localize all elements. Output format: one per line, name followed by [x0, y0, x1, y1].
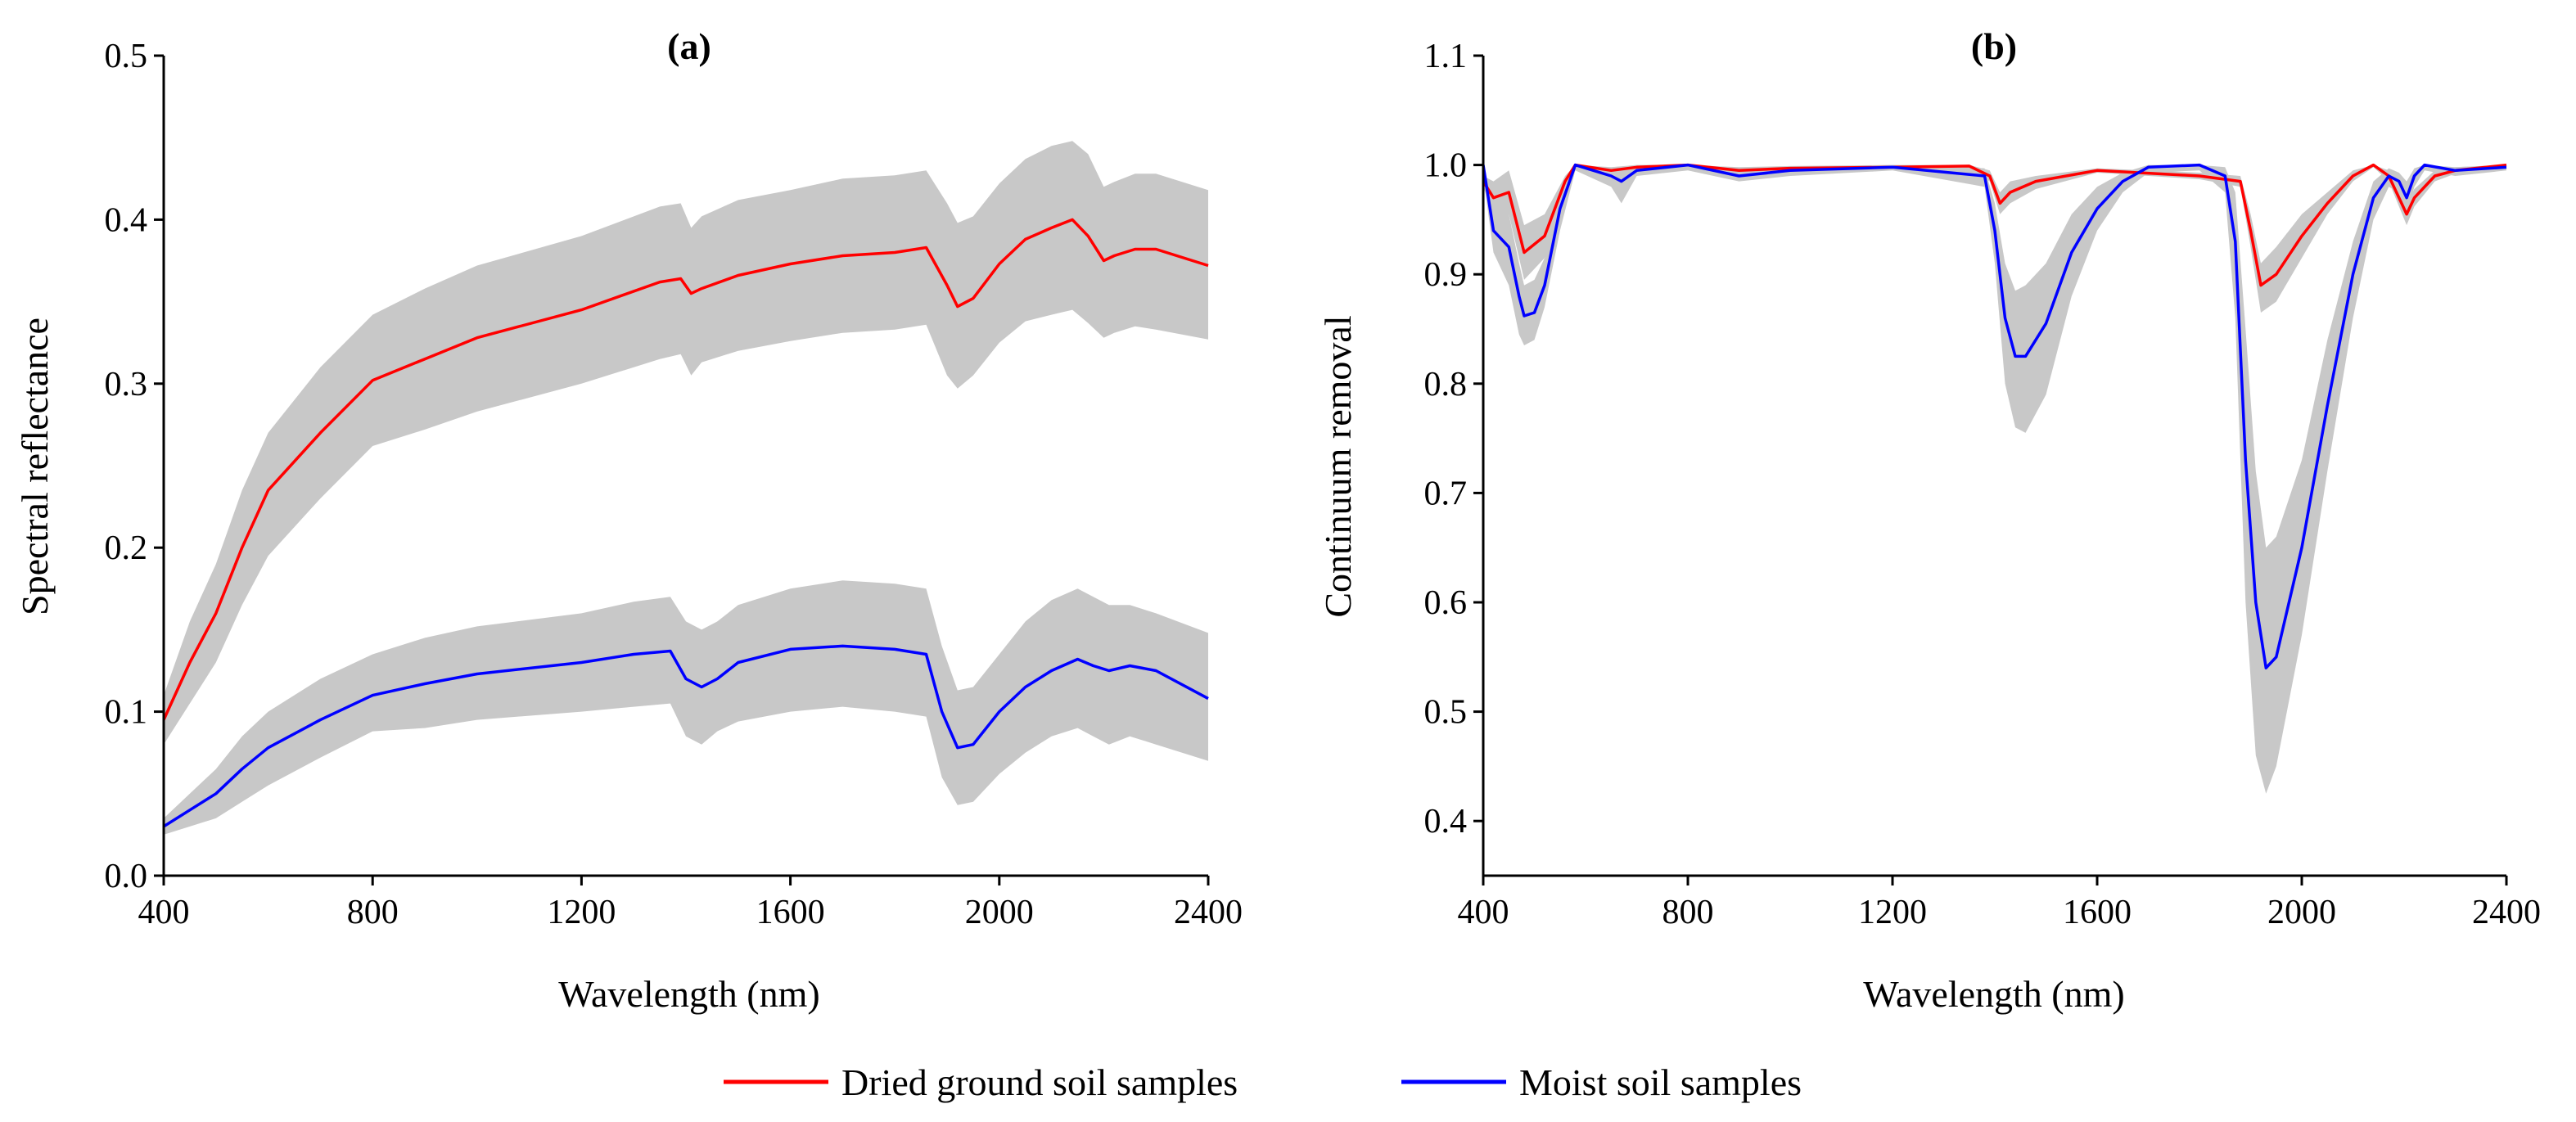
- panel-b-band-dried: [1483, 164, 2506, 313]
- panel-b-lines: [1482, 163, 2507, 669]
- panel-a-x-tick-label: 1200: [547, 894, 616, 931]
- panel-a-bands: [164, 141, 1208, 835]
- panel-a-y-tick-label: 0.5: [105, 38, 148, 75]
- panel-a-ylabel: Spectral reflectance: [14, 318, 56, 615]
- panel-b-band-moist: [1483, 164, 2506, 794]
- panel-a: 400 800 1200 1600 2000 2400 0.0 0.1 0.2 0.3 0.4 0.5…: [14, 25, 1243, 1015]
- panel-b-ylabel: Continuum removal: [1317, 315, 1359, 617]
- panel-b-x-tick-label: 1600: [2063, 894, 2132, 931]
- panel-b-y-tick-label: 0.9: [1424, 256, 1468, 294]
- panel-a-x-tick-label: 2400: [1174, 894, 1243, 931]
- panel-a-x-tick-label: 800: [347, 894, 399, 931]
- panel-a-y-tick-label: 0.3: [105, 366, 148, 403]
- panel-b-y-tick-label: 1.1: [1424, 38, 1468, 75]
- panel-a-line-dried: [162, 218, 1209, 721]
- panel-a-y-tick-label: 0.2: [105, 529, 148, 567]
- panel-a-y-tick-label: 0.0: [105, 858, 148, 895]
- panel-a-band-dried: [164, 141, 1208, 745]
- panel-a-line-moist: [163, 644, 1209, 828]
- panel-b-ticks: 400 800 1200 1600 2000 2400 0.4 0.5 0.6 0.7 0.8 0.9…: [1424, 38, 2542, 931]
- panel-b-line-moist: [1482, 163, 2507, 669]
- panel-a-xlabel: Wavelength (nm): [558, 973, 819, 1015]
- legend-label-dried: Dried ground soil samples: [841, 1061, 1238, 1103]
- panel-b-axes: [1482, 56, 2506, 877]
- panel-b-x-tick-label: 1200: [1858, 894, 1927, 931]
- panel-a-band-moist: [164, 580, 1208, 835]
- panel-b-y-tick-label: 0.6: [1424, 584, 1468, 622]
- panel-a-lines: [162, 218, 1209, 828]
- panel-a-x-tick-label: 2000: [965, 894, 1034, 931]
- legend: Dried ground soil samples Moist soil sam…: [724, 1061, 1802, 1103]
- panel-a-y-tick-label: 0.4: [105, 201, 148, 239]
- legend-label-moist: Moist soil samples: [1519, 1061, 1802, 1103]
- panel-b-y-tick-label: 0.7: [1424, 475, 1468, 512]
- panel-b-y-tick-label: 0.5: [1424, 694, 1468, 732]
- panel-b-x-tick-label: 400: [1458, 894, 1509, 931]
- panel-b-bands: [1483, 164, 2506, 794]
- panel-b: 400 800 1200 1600 2000 2400 0.4 0.5 0.6 0.7 0.8 0.9…: [1317, 25, 2541, 1015]
- panel-b-xlabel: Wavelength (nm): [1863, 973, 2124, 1015]
- panel-b-title: (b): [1971, 25, 2017, 67]
- panel-a-axes: [162, 56, 1208, 877]
- panel-b-x-tick-label: 2400: [2472, 894, 2541, 931]
- panel-b-x-tick-label: 800: [1662, 894, 1714, 931]
- panel-a-ticks: 400 800 1200 1600 2000 2400 0.0 0.1 0.2 0.3 0.4 0.5: [105, 38, 1243, 931]
- panel-b-y-tick-label: 0.8: [1424, 366, 1468, 403]
- panel-a-x-tick-label: 400: [138, 894, 190, 931]
- panel-a-x-tick-label: 1600: [756, 894, 825, 931]
- panel-a-y-tick-label: 0.1: [105, 694, 148, 732]
- panel-b-y-tick-label: 0.4: [1424, 803, 1468, 840]
- panel-b-y-tick-label: 1.0: [1424, 147, 1468, 185]
- panel-a-title: (a): [667, 25, 711, 67]
- panel-b-x-tick-label: 2000: [2267, 894, 2336, 931]
